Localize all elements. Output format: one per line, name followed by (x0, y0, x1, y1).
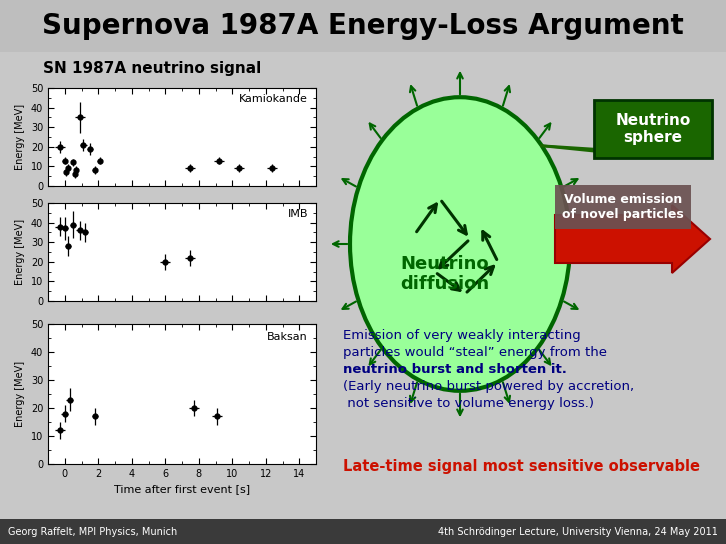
Text: neutrino burst and shorten it.: neutrino burst and shorten it. (343, 363, 567, 376)
Text: (Early neutrino burst powered by accretion,: (Early neutrino burst powered by accreti… (343, 380, 634, 393)
FancyArrow shape (555, 205, 710, 273)
Text: Neutrino
diffusion: Neutrino diffusion (401, 255, 489, 293)
Text: Supernova 1987A Energy-Loss Argument: Supernova 1987A Energy-Loss Argument (42, 12, 684, 40)
Text: Neutrino
sphere: Neutrino sphere (616, 113, 690, 145)
Text: Late-time signal most sensitive observable: Late-time signal most sensitive observab… (343, 459, 700, 474)
Text: Kamiokande: Kamiokande (239, 94, 308, 104)
FancyBboxPatch shape (0, 0, 726, 52)
FancyBboxPatch shape (0, 519, 726, 544)
Text: Emission of very weakly interacting: Emission of very weakly interacting (343, 329, 581, 342)
Text: Volume emission
of novel particles: Volume emission of novel particles (562, 193, 684, 221)
Y-axis label: Energy [MeV]: Energy [MeV] (15, 361, 25, 427)
Text: Baksan: Baksan (267, 332, 308, 342)
X-axis label: Time after first event [s]: Time after first event [s] (114, 484, 250, 494)
Text: 4th Schrödinger Lecture, University Vienna, 24 May 2011: 4th Schrödinger Lecture, University Vien… (438, 527, 718, 537)
Text: SN 1987A neutrino signal: SN 1987A neutrino signal (43, 60, 261, 76)
FancyBboxPatch shape (594, 100, 712, 158)
Y-axis label: Energy [MeV]: Energy [MeV] (15, 104, 25, 170)
Text: particles would “steal” energy from the: particles would “steal” energy from the (343, 346, 607, 359)
Y-axis label: Energy [MeV]: Energy [MeV] (15, 219, 25, 285)
Text: Georg Raffelt, MPI Physics, Munich: Georg Raffelt, MPI Physics, Munich (8, 527, 177, 537)
Text: not sensitive to volume energy loss.): not sensitive to volume energy loss.) (343, 397, 594, 410)
Text: IMB: IMB (287, 209, 308, 219)
Ellipse shape (350, 97, 570, 391)
FancyBboxPatch shape (555, 185, 691, 229)
